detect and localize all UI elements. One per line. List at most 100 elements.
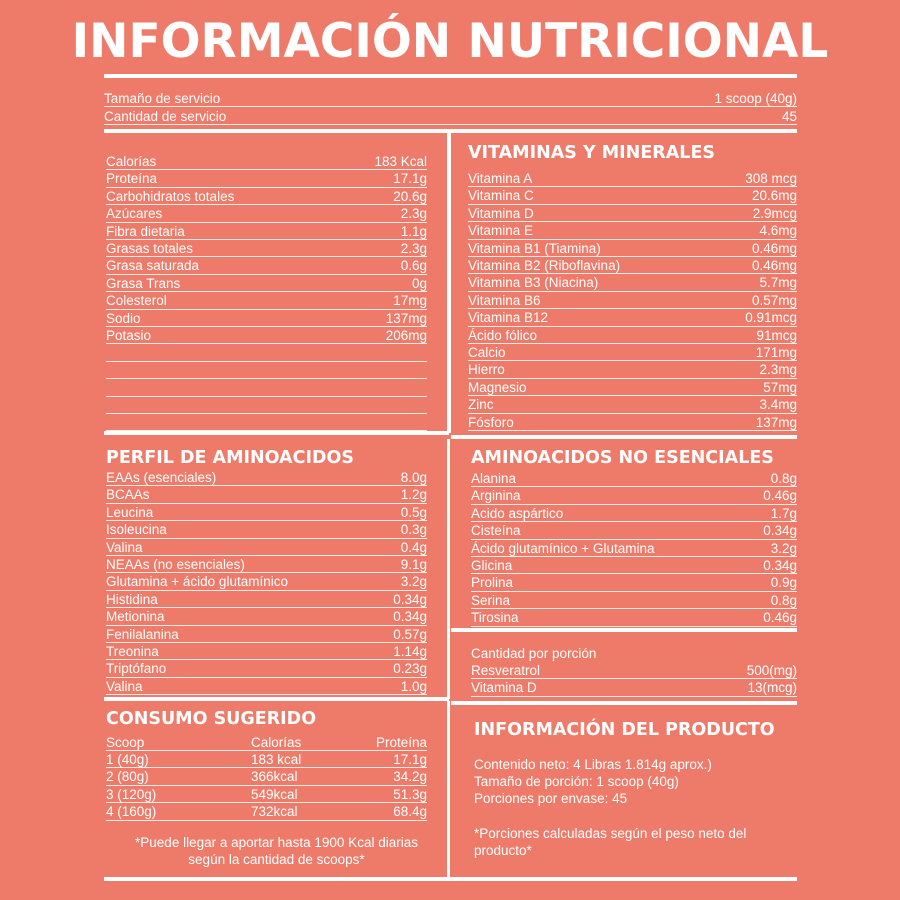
nutrients-value: 137mg (385, 310, 427, 326)
nutrients-label: Fibra dietaria (106, 223, 185, 239)
lower-divider-right (451, 701, 797, 705)
amino-row: Triptófano 0.23g (106, 660, 427, 678)
amino-label: Fenilalanina (106, 626, 179, 642)
amino-row: Glutamina + ácido glutamínico 3.2g (106, 573, 427, 591)
amino-row: Valina 0.4g (106, 539, 427, 556)
vitamins-value: 0.57mg (751, 292, 797, 308)
vitamins-value: 171mg (755, 345, 797, 360)
page-title: INFORMACIÓN NUTRICIONAL (71, 14, 829, 69)
nutrients-value: 2.3g (400, 241, 427, 256)
vitamins-label: Vitamina B12 (468, 310, 549, 326)
nutrients-row (106, 379, 427, 397)
amino-value: 0.34g (393, 591, 427, 607)
vitamins-row: Magnesio 57mg (468, 379, 797, 397)
amino-value: 0.57g (393, 626, 427, 642)
nutrients-value: 0g (411, 275, 427, 291)
nutrients-row: Sodio 137mg (106, 310, 427, 327)
nonessential-row: Tirosina 0.46g (471, 609, 797, 627)
nonessential-label: Acido aspártico (471, 505, 564, 521)
nonessential-label: Serina (471, 592, 511, 608)
consumption-row-cell: 732kcal (251, 804, 298, 820)
vitamins-row: Fósforo 137mg (468, 414, 797, 431)
title-divider (104, 74, 797, 78)
vitamins-value: 3.4mg (759, 397, 797, 413)
amino-label: Treonina (106, 644, 159, 659)
consumption-row: 4 (160g) 732kcal 68.4g (106, 803, 427, 821)
vitamins-label: Vitamina B6 (468, 292, 541, 308)
nonessential-label: Alanina (471, 471, 517, 486)
nonessential-row: Arginina 0.46g (471, 487, 797, 505)
nutrients-label: Proteína (106, 171, 158, 187)
nutrients-label: Grasas totales (106, 241, 194, 256)
consumption-row-cell: 2 (80g) (106, 769, 149, 785)
amino-label: EAAs (esenciales) (106, 470, 217, 485)
middle-divider-right (451, 435, 797, 439)
nonessential-label: Cisteína (471, 523, 521, 539)
vitamins-label: Ácido fólico (468, 327, 538, 343)
nutrients-value: 20.6g (393, 188, 427, 204)
lower-divider-left (104, 697, 449, 701)
amino-row: Fenilalanina 0.57g (106, 626, 427, 643)
consumption-title: CONSUMO SUGERIDO (106, 709, 317, 729)
amino-row: Isoleucina 0.3g (106, 521, 427, 539)
nutrients-row: Carbohidratos totales 20.6g (106, 188, 427, 206)
vitamins-row: Vitamina B12 0.91mcg (468, 309, 797, 327)
consumption-row-cell: 1 (40g) (106, 752, 149, 767)
nonessential-value: 0.34g (763, 523, 797, 539)
amino-value: 0.34g (393, 609, 427, 625)
nutrients-value: 183 Kcal (374, 154, 427, 169)
product-line-portion: Tamaño de porción: 1 scoop (40g) (474, 774, 679, 789)
nutrients-value: 17mg (393, 293, 427, 309)
nutrients-row (106, 344, 427, 362)
vitamins-row: Vitamina B1 (Tiamina) 0.46mg (468, 240, 797, 257)
nonessential-label: Prolina (471, 575, 514, 591)
amino-label: Glutamina + ácido glutamínico (106, 574, 288, 590)
portion-label: Resveratrol (471, 663, 541, 678)
consumption-row: 2 (80g) 366kcal 34.2g (106, 768, 427, 786)
amino-value: 9.1g (400, 557, 427, 572)
nutrients-row: Fibra dietaria 1.1g (106, 223, 427, 240)
vitamins-row: Vitamina E 4.6mg (468, 222, 797, 240)
vitamins-value: 4.6mg (759, 223, 797, 239)
bottom-divider (104, 877, 797, 881)
consumption-row-cell: 4 (160g) (106, 804, 157, 820)
nutrients-label: Carbohidratos totales (106, 188, 235, 204)
vitamins-label: Calcio (468, 345, 506, 360)
nonessential-label: Tirosina (471, 610, 519, 626)
vitamins-label: Vitamina B3 (Niacina) (468, 275, 599, 291)
amino-label: Isoleucina (106, 522, 167, 538)
amino-row: EAAs (esenciales) 8.0g (106, 469, 427, 487)
portion-label: Vitamina D (471, 680, 537, 696)
consumption-row-cell: 17.1g (393, 752, 427, 767)
nonessential-value: 0.8g (770, 471, 797, 486)
serving-count-value: 45 (781, 109, 797, 124)
portion-row: Resveratrol 500(mg) (471, 662, 797, 680)
consumption-header-cell: Calorías (251, 735, 302, 750)
nonessential-row: Serina 0.8g (471, 592, 797, 610)
nutrients-row: Grasas totales 2.3g (106, 240, 427, 258)
consumption-header-cell: Proteína (375, 735, 427, 750)
vitamins-label: Magnesio (468, 379, 527, 395)
portion-value: 13(mcg) (747, 680, 797, 696)
nutrients-label: Calorías (106, 154, 157, 169)
vitamins-label: Hierro (468, 362, 505, 378)
vitamins-value: 137mg (755, 414, 797, 430)
amino-value: 1.2g (400, 487, 427, 503)
portion-row: Vitamina D 13(mcg) (471, 679, 797, 697)
nonessential-row: Ácido glutamínico + Glutamina 3.2g (471, 540, 797, 557)
nutrients-row (106, 414, 427, 432)
amino-value: 0.5g (400, 504, 427, 520)
amino-row: Histidina 0.34g (106, 591, 427, 609)
vitamins-value: 2.3mg (759, 362, 797, 378)
amino-label: Metionina (106, 609, 165, 625)
consumption-row-cell: 183 kcal (251, 752, 302, 767)
nutrients-value: 1.1g (400, 223, 427, 239)
product-note-line1: *Porciones calculadas según el peso neto… (474, 826, 747, 841)
vitamins-value: 0.91mcg (745, 310, 797, 326)
nutrients-value: 0.6g (400, 258, 427, 274)
consumption-note-line2: según la cantidad de scoops* (188, 852, 365, 867)
amino-value: 1.14g (393, 644, 427, 659)
nutrients-row: Calorías 183 Kcal (106, 153, 427, 171)
amino-value: 0.4g (400, 539, 427, 555)
vitamins-label: Fósforo (468, 414, 514, 430)
